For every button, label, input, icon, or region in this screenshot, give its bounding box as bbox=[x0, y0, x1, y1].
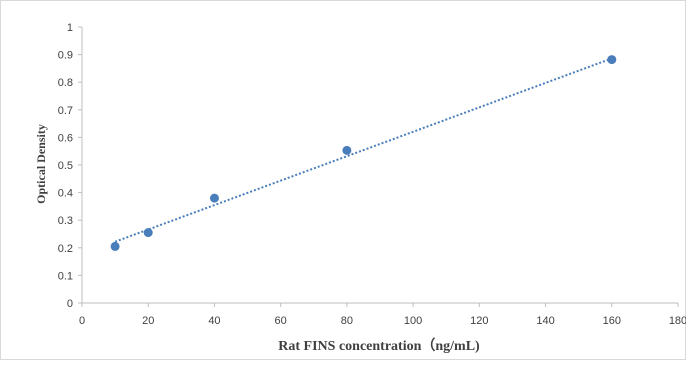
y-tick-label: 0.2 bbox=[58, 243, 73, 255]
y-tick-label: 0.8 bbox=[58, 77, 73, 89]
x-tick-label: 100 bbox=[404, 315, 422, 327]
y-tick-label: 0.6 bbox=[58, 132, 73, 144]
x-tick-label: 120 bbox=[470, 315, 488, 327]
y-tick-label: 0.9 bbox=[58, 50, 73, 62]
y-tick-label: 0.7 bbox=[58, 105, 73, 117]
data-point bbox=[607, 55, 617, 65]
data-point bbox=[209, 193, 219, 203]
y-axis-title: Optical Density bbox=[34, 124, 48, 204]
y-tick-label: 0.5 bbox=[58, 160, 73, 172]
y-tick-label: 0.1 bbox=[58, 270, 73, 282]
x-tick-label: 80 bbox=[341, 315, 353, 327]
x-tick-label: 20 bbox=[142, 315, 154, 327]
axes bbox=[78, 26, 679, 307]
y-tick-label: 0 bbox=[67, 298, 73, 310]
x-axis-title: Rat FINS concentration（ng/mL) bbox=[278, 338, 480, 354]
x-tick-label: 180 bbox=[669, 315, 686, 327]
x-tick-label: 140 bbox=[536, 315, 554, 327]
tick-labels: 0 0.1 0.2 0.3 0.4 0.5 0.6 0.7 0.8 0.9 1 0 20 40 60 80 10… bbox=[58, 22, 686, 327]
od-scatter-chart: 0 0.1 0.2 0.3 0.4 0.5 0.6 0.7 0.8 0.9 1 0 20 40 60 80 10… bbox=[34, 22, 686, 354]
x-tick-label: 40 bbox=[208, 315, 220, 327]
data-point bbox=[342, 145, 352, 155]
trendline bbox=[114, 57, 613, 243]
x-tick-label: 0 bbox=[79, 315, 85, 327]
data-point bbox=[110, 241, 120, 251]
x-tick-label: 160 bbox=[603, 315, 621, 327]
y-tick-label: 0.3 bbox=[58, 215, 73, 227]
x-tick-label: 60 bbox=[275, 315, 287, 327]
chart-area: 0 0.1 0.2 0.3 0.4 0.5 0.6 0.7 0.8 0.9 1 0 20 40 60 80 10… bbox=[0, 0, 686, 360]
y-tick-label: 1 bbox=[67, 22, 73, 34]
data-point bbox=[143, 228, 153, 238]
y-tick-label: 0.4 bbox=[58, 188, 73, 200]
trendline-group bbox=[114, 57, 613, 243]
data-points bbox=[110, 55, 617, 251]
